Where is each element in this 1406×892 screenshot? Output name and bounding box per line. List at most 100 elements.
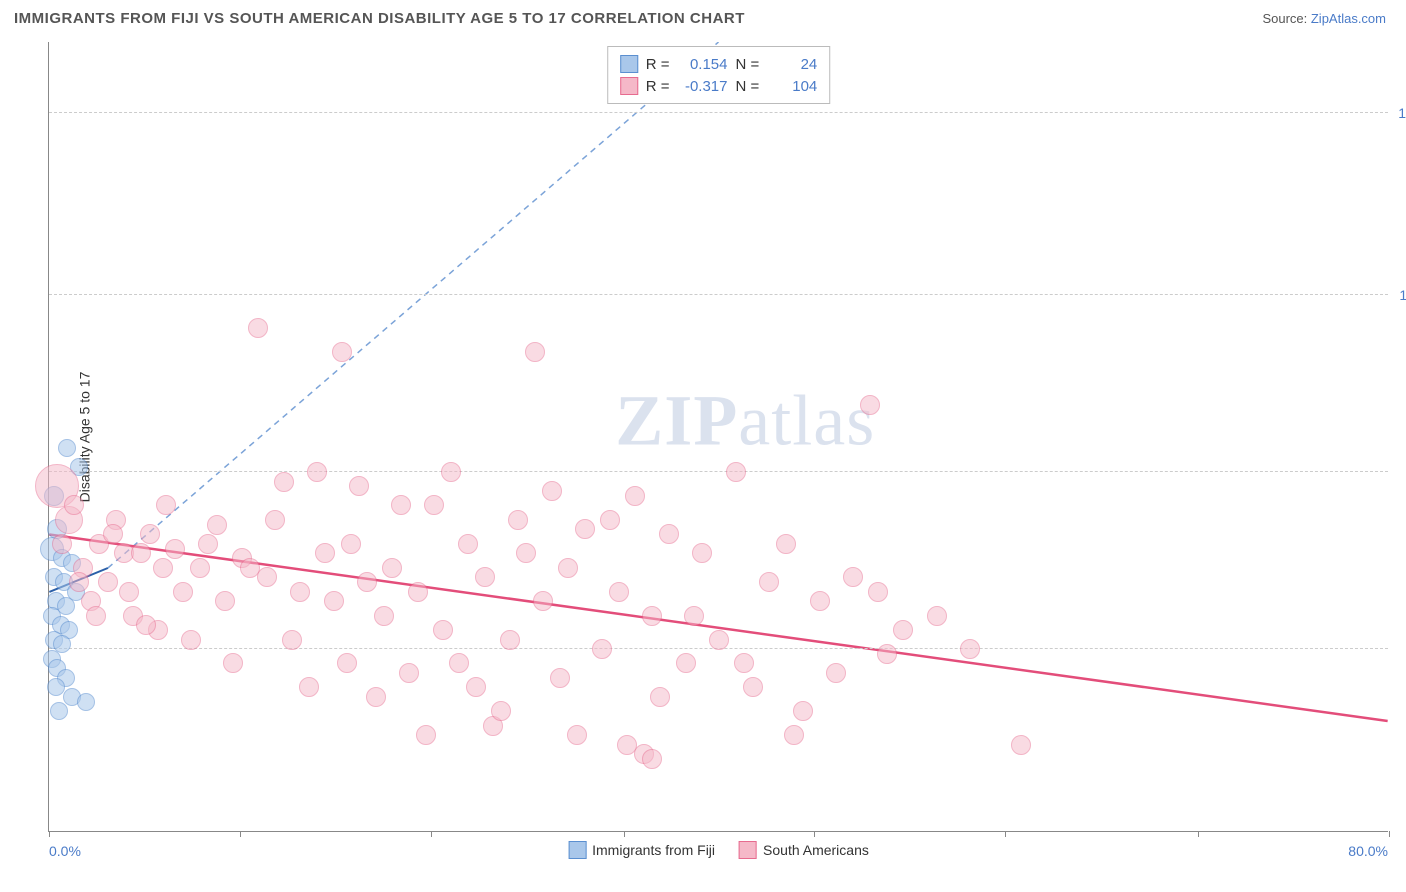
point-sa [784,725,804,745]
point-sa [650,687,670,707]
point-sa [64,495,84,515]
point-sa [843,567,863,587]
legend-row-fiji: R = 0.154 N = 24 [620,53,818,75]
point-sa [659,524,679,544]
watermark-rest: atlas [738,380,875,460]
x-tick [1005,831,1006,837]
point-sa [69,572,89,592]
point-sa [307,462,327,482]
point-sa [207,515,227,535]
point-sa [868,582,888,602]
series-legend: Immigrants from Fiji South Americans [568,841,869,859]
point-sa [793,701,813,721]
point-sa [282,630,302,650]
legend-row-sa: R = -0.317 N = 104 [620,75,818,97]
point-sa [567,725,587,745]
point-sa [893,620,913,640]
point-sa [642,749,662,769]
point-sa [960,639,980,659]
point-fiji [77,693,95,711]
point-sa [382,558,402,578]
point-sa [265,510,285,530]
point-sa [533,591,553,611]
point-sa [119,582,139,602]
x-axis-min: 0.0% [49,843,81,859]
x-tick [1389,831,1390,837]
point-sa [810,591,830,611]
point-sa [408,582,428,602]
point-sa [617,735,637,755]
point-sa [424,495,444,515]
r-label: R = [646,56,670,73]
point-sa [558,558,578,578]
point-sa [550,668,570,688]
swatch-fiji-icon [568,841,586,859]
point-sa [734,653,754,673]
point-sa [156,495,176,515]
point-sa [240,558,260,578]
point-sa [592,639,612,659]
point-sa [153,558,173,578]
point-sa [642,606,662,626]
source-prefix: Source: [1262,11,1310,26]
point-sa [290,582,310,602]
point-sa [508,510,528,530]
point-sa [726,462,746,482]
point-sa [190,558,210,578]
point-sa [927,606,947,626]
legend-item-fiji: Immigrants from Fiji [568,841,715,859]
point-sa [877,644,897,664]
x-axis-max: 80.0% [1348,843,1388,859]
point-sa [332,342,352,362]
point-sa [860,395,880,415]
point-fiji [47,678,65,696]
point-sa [709,630,729,650]
correlation-legend: R = 0.154 N = 24 R = -0.317 N = 104 [607,46,831,104]
gridline [49,471,1388,472]
x-tick [49,831,50,837]
point-sa [324,591,344,611]
point-sa [1011,735,1031,755]
point-sa [103,524,123,544]
legend-item-sa: South Americans [739,841,869,859]
point-sa [399,663,419,683]
point-sa [609,582,629,602]
source-attribution: Source: ZipAtlas.com [1262,11,1386,26]
y-tick-label: 11.2% [1399,287,1406,303]
point-sa [500,630,520,650]
n-label: N = [736,56,760,73]
point-sa [600,510,620,530]
point-sa [215,591,235,611]
point-sa [759,572,779,592]
watermark: ZIPatlas [615,379,875,462]
point-fiji [58,439,76,457]
point-sa [575,519,595,539]
r-value-fiji: 0.154 [678,56,728,73]
r-value-sa: -0.317 [678,78,728,95]
point-sa [542,481,562,501]
gridline [49,112,1388,113]
point-sa [391,495,411,515]
point-sa [299,677,319,697]
point-sa [743,677,763,697]
point-sa [198,534,218,554]
watermark-bold: ZIP [615,380,738,460]
trend-lines [49,42,1388,831]
point-sa [449,653,469,673]
point-sa [248,318,268,338]
point-sa [466,677,486,697]
point-sa [776,534,796,554]
point-sa [366,687,386,707]
point-sa [416,725,436,745]
point-sa [684,606,704,626]
r-label: R = [646,78,670,95]
point-fiji [50,702,68,720]
point-sa [173,582,193,602]
y-tick-label: 15.0% [1398,105,1406,121]
source-link[interactable]: ZipAtlas.com [1311,11,1386,26]
swatch-sa [620,77,638,95]
point-sa [441,462,461,482]
point-sa [433,620,453,640]
legend-label-fiji: Immigrants from Fiji [592,842,715,858]
n-label: N = [736,78,760,95]
